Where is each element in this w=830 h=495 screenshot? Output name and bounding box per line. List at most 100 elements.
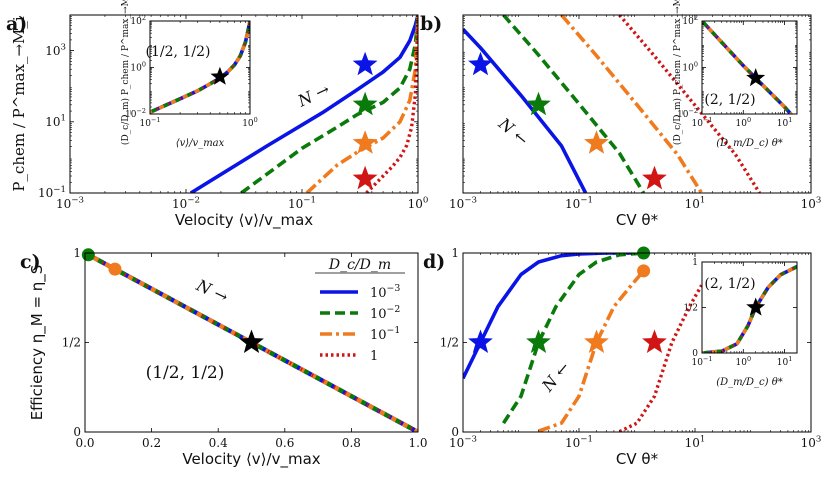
inset-a: 10−1 100 10−2 100 102 ⟨v⟩/v_max (D_c/D_m) P_ch…	[120, 0, 258, 149]
legend-label: 1	[370, 349, 378, 364]
x-axis-label: Velocity ⟨v⟩/v_max	[182, 450, 320, 469]
panel-a: a) Velocity ⟨v⟩/v_max P_chem / P^max_→M_i 1…	[6, 0, 428, 230]
x-tick-label: 10−1	[692, 355, 713, 368]
y-axis-label: P_chem / P^max_→M_i	[10, 16, 28, 192]
x-axis-label: Velocity ⟨v⟩/v_max	[175, 211, 313, 230]
inset-star-marker	[746, 297, 766, 316]
y-axis-label: Efficiency η_M = η_S	[28, 265, 47, 421]
series-line	[501, 253, 644, 425]
y-tick-label: 1/2	[440, 336, 459, 350]
annotation-N: N →	[193, 275, 231, 306]
axes-frame	[462, 14, 812, 194]
collapse-curve-green	[85, 253, 418, 432]
series-line	[463, 253, 644, 380]
x-tick-label: 1.0	[408, 436, 427, 450]
axes-frame	[69, 14, 419, 194]
collapse-curve-green	[702, 264, 797, 353]
x-tick-label: 10−3	[449, 435, 477, 450]
star-marker	[352, 130, 378, 154]
x-tick-label: 100	[735, 355, 751, 368]
y-tick-label: 100	[130, 61, 146, 74]
collapse-curve-orange	[85, 253, 418, 432]
x-tick-label: 100	[735, 116, 751, 129]
y-tick-label: 0	[73, 425, 81, 439]
y-tick-label: 1	[451, 246, 459, 260]
inset-x-label: (D_m/D_c) θ*	[716, 377, 783, 388]
panel-label: b)	[420, 13, 442, 35]
annotation-point: (1/2, 1/2)	[146, 363, 225, 383]
y-tick-label: 102	[682, 14, 698, 27]
star-marker	[584, 130, 609, 154]
annotation-N: N ←	[494, 113, 532, 149]
series-line	[618, 15, 762, 193]
x-tick-label: 101	[777, 116, 793, 129]
star-marker	[352, 51, 378, 76]
star-marker	[526, 329, 551, 353]
series-line	[189, 15, 418, 193]
annotation-N: N ←	[537, 358, 573, 396]
y-tick-label: 10−2	[125, 107, 146, 120]
star-marker	[584, 329, 609, 353]
legend-label: 10−1	[370, 325, 400, 343]
endpoint-dot	[81, 248, 95, 262]
collapse-curve-orange	[702, 264, 797, 353]
endpoint-dot	[108, 262, 122, 276]
panel-label: a)	[6, 13, 27, 35]
series-line	[560, 15, 704, 193]
star-marker	[468, 329, 493, 353]
y-tick-label: 102	[130, 14, 146, 27]
annotation-N: N →	[294, 80, 332, 111]
x-tick-label: 10−3	[56, 196, 84, 211]
series-line	[537, 269, 645, 432]
x-tick-label: 101	[685, 435, 706, 450]
x-tick-label: 0.0	[75, 436, 94, 450]
x-tick-label: 103	[801, 435, 822, 450]
x-tick-label: 100	[242, 116, 258, 129]
x-axis-label: CV θ*	[616, 450, 659, 468]
y-tick-label: 0	[692, 349, 698, 359]
y-tick-label: 1	[692, 258, 698, 268]
star-marker	[642, 329, 667, 353]
inset-annotation: (2, 1/2)	[704, 92, 755, 108]
y-tick-label: 1	[73, 246, 81, 260]
panel-label: d)	[423, 251, 445, 273]
x-tick-label: 10−1	[288, 196, 316, 211]
star-marker	[352, 91, 378, 116]
y-tick-label: 101	[45, 114, 66, 129]
collapse-curve-red	[150, 21, 250, 114]
inset-star-marker	[746, 68, 766, 87]
series-line	[502, 15, 646, 193]
inset-d: 10−1 100 101 0 1/2 1 (D_m/D_c) θ* (2, 1/2)	[684, 258, 798, 388]
inset-annotation: (2, 1/2)	[704, 276, 755, 292]
inset-y-label: (D_c/D_m) P_chem / P^max_→M_i	[672, 0, 683, 145]
star-marker	[468, 51, 493, 76]
x-tick-label: 10−1	[565, 435, 593, 450]
panel-label: c)	[20, 251, 41, 273]
inset-background	[702, 262, 797, 353]
y-tick-label: 1/2	[62, 336, 81, 350]
star-marker	[642, 165, 667, 190]
series-line	[463, 27, 588, 193]
x-tick-label: 101	[685, 196, 706, 211]
legend-title: D_c/D_m	[328, 257, 391, 273]
x-tick-label: 100	[408, 196, 429, 211]
inset-y-label: (D_c/D_m) P_chem / P^max_→M_i	[120, 0, 131, 145]
x-tick-label: 0.6	[275, 436, 294, 450]
inset-star-marker	[210, 66, 230, 85]
y-tick-label: 0	[451, 425, 459, 439]
star-marker	[239, 329, 264, 353]
x-tick-label: 0.2	[142, 436, 161, 450]
x-tick-label: 10−1	[140, 116, 161, 129]
y-tick-label: 1/2	[684, 304, 698, 314]
y-tick-label: 10−1	[38, 185, 66, 200]
panel-c: c) Velocity ⟨v⟩/v_max Efficiency η_M = η_S…	[20, 246, 428, 469]
y-tick-label: 103	[45, 42, 66, 57]
star-marker	[526, 91, 551, 116]
x-axis-label: CV θ*	[616, 211, 659, 229]
x-tick-label: 0.8	[342, 436, 361, 450]
inset-x-label: ⟨v⟩/v_max	[176, 138, 225, 149]
x-tick-label: 10−3	[449, 196, 477, 211]
star-marker	[352, 165, 378, 190]
